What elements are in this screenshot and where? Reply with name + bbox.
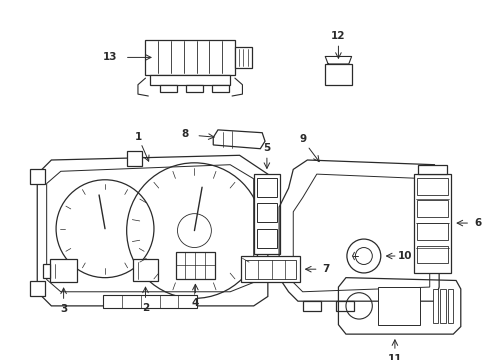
Text: 6: 6 (474, 218, 481, 228)
Text: 11: 11 (388, 354, 402, 360)
Bar (325, 64, 352, 85)
Bar (378, 287, 420, 325)
Bar (175, 252, 215, 279)
Bar (417, 246, 447, 262)
Bar (257, 229, 277, 248)
Bar (43, 264, 50, 278)
Bar (257, 203, 277, 222)
Bar (254, 174, 280, 254)
Bar (160, 85, 176, 92)
Text: 5: 5 (263, 143, 270, 153)
Bar (30, 282, 45, 297)
Bar (103, 294, 197, 308)
Bar (212, 85, 229, 92)
Bar (433, 289, 438, 323)
Bar (414, 174, 451, 273)
Text: 13: 13 (102, 53, 117, 62)
Bar (303, 301, 321, 311)
Text: 10: 10 (398, 251, 413, 261)
Bar (242, 256, 300, 282)
Bar (257, 178, 277, 197)
Text: 12: 12 (331, 31, 345, 41)
Text: 1: 1 (135, 132, 143, 143)
Bar (186, 85, 203, 92)
Text: 8: 8 (181, 129, 189, 139)
Bar (30, 170, 45, 184)
Bar (126, 150, 142, 166)
Bar (417, 178, 447, 195)
Bar (417, 201, 447, 217)
Text: 2: 2 (142, 303, 149, 313)
Text: 7: 7 (322, 264, 330, 274)
Text: 4: 4 (192, 298, 199, 308)
Bar (417, 223, 447, 240)
Bar (447, 289, 453, 323)
Text: 9: 9 (299, 134, 306, 144)
Bar (133, 259, 158, 282)
Bar (440, 289, 446, 323)
Text: 3: 3 (60, 304, 67, 314)
Bar (418, 165, 447, 174)
Bar (235, 47, 252, 68)
Bar (150, 75, 230, 85)
Bar (146, 40, 235, 75)
Bar (245, 260, 296, 279)
Bar (50, 259, 77, 282)
Bar (336, 301, 354, 311)
